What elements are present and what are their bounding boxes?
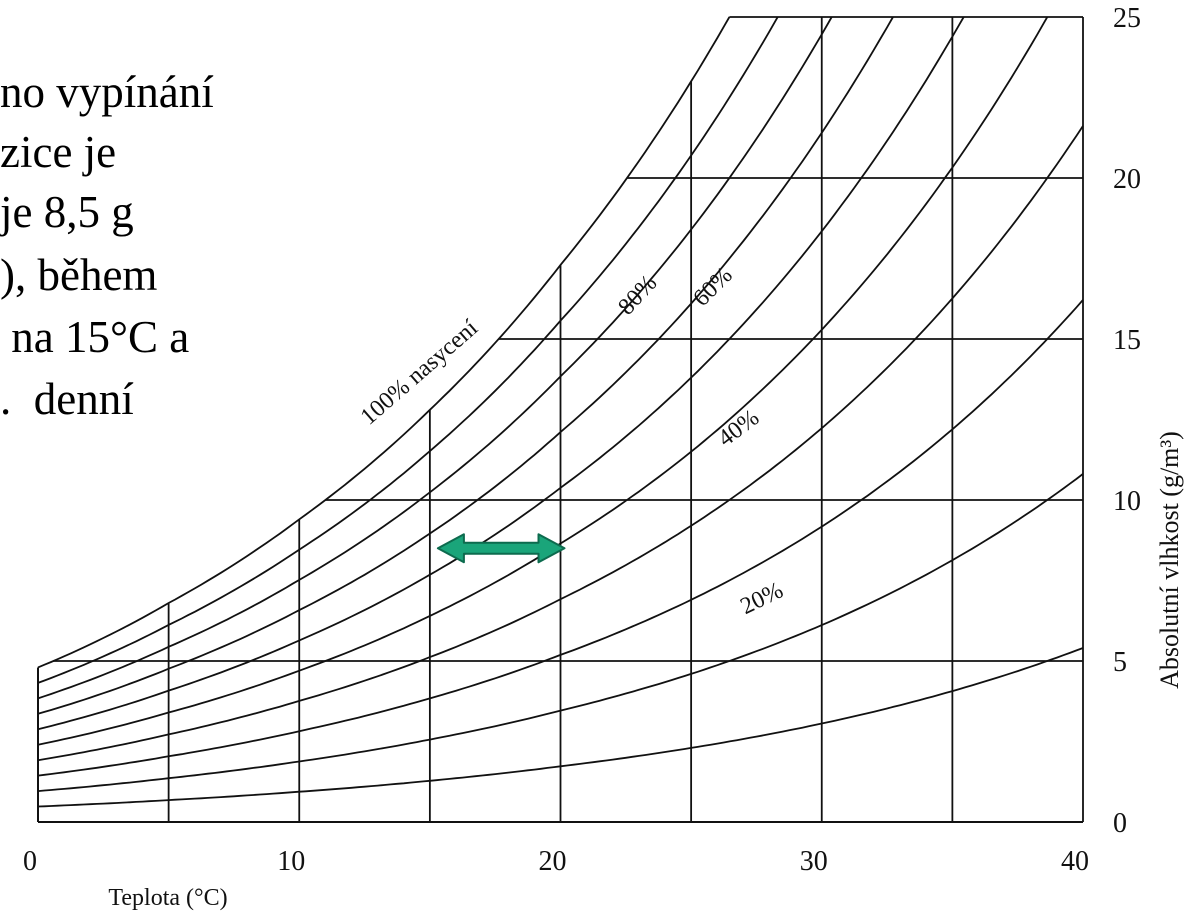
curve-label: 60% [688,262,737,311]
rh-curve [37,299,1084,777]
y-axis-label: Absolutní vlhkost (g/m³) [1155,431,1184,689]
humidity-curves [37,16,1084,808]
curve-label: 40% [713,405,764,452]
rh-curve [37,16,894,715]
slide-text-line: zice je [0,127,117,177]
rh-curve [37,16,731,669]
y-tick-label: 20 [1113,164,1141,195]
slide-text-line: je 8,5 g [0,187,134,237]
x-tick-label: 30 [800,846,828,877]
curve-label: 100% nasycení [356,315,483,431]
rh-curve [37,16,779,684]
y-tick-label: 10 [1113,486,1141,517]
rh-curve [37,16,833,700]
slide-text-line: na 15°C a [0,312,190,362]
slide-text-line: . denní [0,374,134,424]
rh-curve [37,647,1084,808]
x-tick-label: 0 [23,846,37,877]
range-marker [436,533,566,564]
slide-text-line: no vypínání [0,67,214,117]
rh-curve [37,16,965,731]
axes [37,667,1083,823]
rh-curve [37,125,1084,762]
x-tick-label: 40 [1061,846,1089,877]
x-tick-label: 10 [277,846,305,877]
x-tick-label: 20 [539,846,567,877]
x-axis-label: Teplota (°C) [108,885,227,911]
double-arrow [436,533,566,564]
y-tick-label: 15 [1113,325,1141,356]
y-tick-label: 0 [1113,808,1127,839]
curve-label: 20% [736,577,787,620]
y-tick-label: 25 [1113,3,1141,34]
rh-curve [37,473,1084,792]
slide-text-line: ), během [0,250,158,300]
y-tick-label: 5 [1113,647,1127,678]
